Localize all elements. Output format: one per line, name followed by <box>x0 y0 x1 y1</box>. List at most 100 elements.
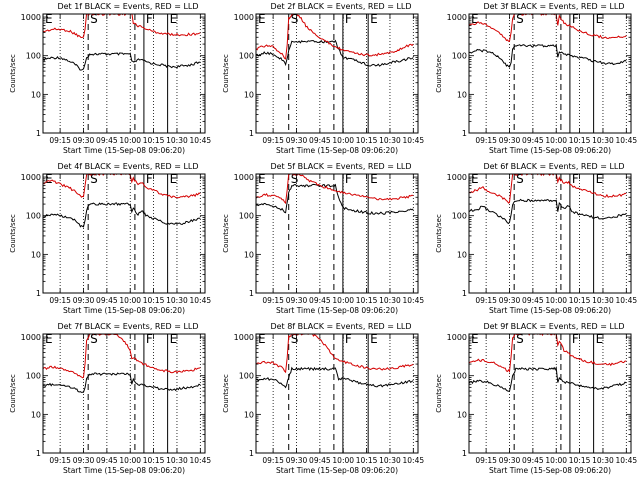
x-tick-label: 10:45 <box>190 136 212 145</box>
marker-label-S: S <box>516 172 524 186</box>
y-axis-label: Counts/sec <box>9 214 17 253</box>
x-tick-label: 10:45 <box>190 456 212 465</box>
marker-label-S: S <box>90 332 98 346</box>
y-tick-label: 10 <box>244 250 254 259</box>
y-axis-label: Counts/sec <box>435 54 443 93</box>
y-tick-label: 1 <box>249 129 254 138</box>
marker-label-E: E <box>258 172 266 186</box>
x-tick-label: 09:15 <box>49 136 71 145</box>
marker-label-F: F <box>345 12 352 26</box>
x-tick-label: 09:45 <box>309 136 331 145</box>
y-tick-label: 1000 <box>234 13 254 22</box>
x-tick-label: 10:15 <box>356 136 378 145</box>
x-tick-label: 10:30 <box>379 456 401 465</box>
y-tick-label: 1000 <box>21 333 41 342</box>
x-tick-label: 10:15 <box>569 136 591 145</box>
y-tick-label: 1000 <box>21 173 41 182</box>
y-tick-label: 100 <box>26 52 41 61</box>
x-tick-label: 10:15 <box>143 456 165 465</box>
y-tick-label: 1 <box>36 129 41 138</box>
y-tick-label: 1 <box>249 289 254 298</box>
x-tick-label: 10:00 <box>332 296 354 305</box>
plot-frame <box>468 13 632 134</box>
marker-label-E: E <box>596 12 604 26</box>
events-series-black <box>469 198 627 225</box>
x-tick-label: 10:15 <box>356 456 378 465</box>
x-tick-label: 09:15 <box>475 456 497 465</box>
y-axis-label: Counts/sec <box>222 374 230 413</box>
marker-label-F: F <box>572 12 579 26</box>
marker-label-E: E <box>370 332 378 346</box>
x-tick-label: 10:45 <box>403 456 425 465</box>
y-tick-label: 100 <box>26 372 41 381</box>
x-tick-label: 10:00 <box>332 456 354 465</box>
y-axis-label: Counts/sec <box>435 374 443 413</box>
y-tick-label: 1000 <box>447 13 467 22</box>
x-tick-label: 10:00 <box>545 456 567 465</box>
x-tick-label: 10:15 <box>143 296 165 305</box>
marker-label-S: S <box>90 172 98 186</box>
time-gridlines <box>59 174 201 293</box>
y-tick-label: 1 <box>462 449 467 458</box>
marker-label-F: F <box>146 332 153 346</box>
x-tick-label: 09:30 <box>73 136 95 145</box>
y-axis-label: Counts/sec <box>9 374 17 413</box>
x-tick-label: 10:00 <box>119 296 141 305</box>
plot-frame <box>255 173 419 294</box>
x-axis-label: Start Time (15-Sep-08 09:06:20) <box>489 146 611 155</box>
events-series-black <box>469 43 627 68</box>
x-tick-label: 09:15 <box>262 296 284 305</box>
x-axis-label: Start Time (15-Sep-08 09:06:20) <box>276 306 398 315</box>
x-tick-label: 09:45 <box>96 136 118 145</box>
marker-label-F: F <box>146 172 153 186</box>
marker-label-F: F <box>572 172 579 186</box>
marker-label-F: F <box>345 172 352 186</box>
y-tick-label: 1000 <box>234 173 254 182</box>
y-axis: 1 10 100 1000 <box>21 173 205 298</box>
chart-title: Det 5f BLACK = Events, RED = LLD <box>270 162 411 171</box>
x-tick-label: 10:45 <box>190 296 212 305</box>
x-tick-label: 09:45 <box>522 456 544 465</box>
x-tick-label: 09:15 <box>475 136 497 145</box>
x-tick-label: 09:15 <box>262 456 284 465</box>
y-tick-label: 100 <box>239 52 254 61</box>
x-tick-label: 10:30 <box>166 456 188 465</box>
events-series-black <box>43 202 201 228</box>
y-axis-label: Counts/sec <box>222 214 230 253</box>
x-tick-label: 09:45 <box>96 296 118 305</box>
events-series-black <box>43 372 201 393</box>
x-tick-label: 09:15 <box>262 136 284 145</box>
x-tick-label: 10:30 <box>592 456 614 465</box>
x-tick-label: 10:15 <box>569 456 591 465</box>
x-axis-label: Start Time (15-Sep-08 09:06:20) <box>63 146 185 155</box>
marker-label-S: S <box>291 172 299 186</box>
x-axis: 09:15 09:30 09:45 10:00 10:15 10:30 10:45 <box>262 174 424 305</box>
y-tick-label: 10 <box>457 250 467 259</box>
y-tick-label: 1 <box>462 129 467 138</box>
events-series-black <box>256 183 414 215</box>
marker-label-S: S <box>516 332 524 346</box>
x-axis: 09:15 09:30 09:45 10:00 10:15 10:30 10:45 <box>262 14 424 145</box>
y-tick-label: 10 <box>31 250 41 259</box>
marker-label-E: E <box>471 12 479 26</box>
time-gridlines <box>485 334 627 453</box>
events-series-black <box>43 52 201 71</box>
x-axis-label: Start Time (15-Sep-08 09:06:20) <box>63 466 185 475</box>
x-tick-label: 09:15 <box>49 296 71 305</box>
time-gridlines <box>59 14 201 133</box>
x-tick-label: 10:00 <box>119 456 141 465</box>
lld-series-red <box>469 174 627 204</box>
x-tick-label: 10:45 <box>616 456 638 465</box>
plot-frame <box>255 333 419 454</box>
lld-series-red <box>469 14 627 42</box>
chart-title: Det 3f BLACK = Events, RED = LLD <box>483 2 624 11</box>
x-tick-label: 09:30 <box>286 296 308 305</box>
x-axis: 09:15 09:30 09:45 10:00 10:15 10:30 10:45 <box>49 334 211 465</box>
x-tick-label: 09:45 <box>522 136 544 145</box>
y-tick-label: 1 <box>36 289 41 298</box>
y-tick-label: 10 <box>244 90 254 99</box>
marker-label-E: E <box>258 332 266 346</box>
